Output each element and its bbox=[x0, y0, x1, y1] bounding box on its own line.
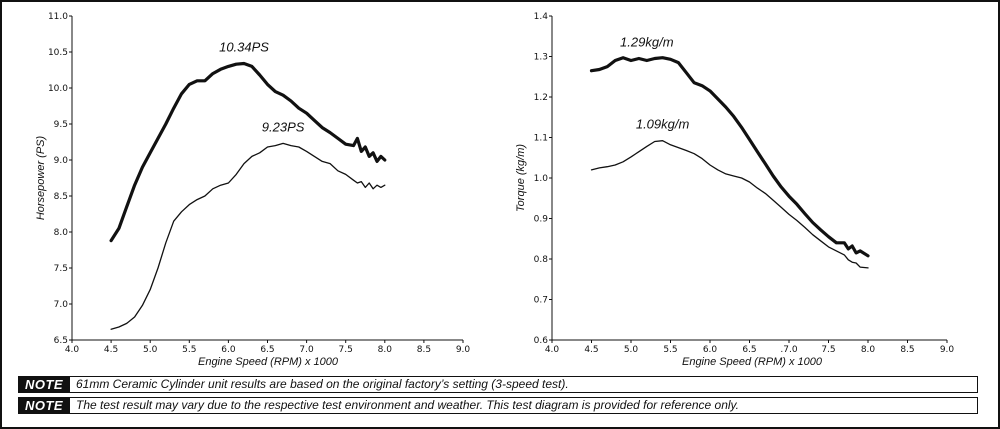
tq-y-tick-label: 1.0 bbox=[534, 174, 549, 184]
tq-y-tick-label: 0.9 bbox=[534, 215, 549, 225]
tq-y-axis-label: Torque (kg/m) bbox=[515, 144, 527, 212]
tq-x-tick-label: 4.5 bbox=[584, 345, 598, 355]
tq-y-tick-label: 1.3 bbox=[534, 53, 548, 63]
tq-x-tick-label: 7.5 bbox=[821, 345, 835, 355]
hp-x-tick-label: 5.5 bbox=[182, 345, 196, 355]
tq-ticks: 4.0 4.5 5.0 5.5 6.0 6.5 .7.0 7.5 8.0 8.5 9.0 0.6 0.7… bbox=[534, 12, 955, 355]
hp-x-tick-label: 6.5 bbox=[260, 345, 274, 355]
hp-x-axis-label: Engine Speed (RPM) x 1000 bbox=[198, 356, 339, 368]
tq-x-tick-label: 6.5 bbox=[742, 345, 756, 355]
horsepower-chart: 4.0 4.5 5.0 5.5 6.0 6.5 7.0 7.5 8.0 8.5 9.0 6.5 7.0 7… bbox=[35, 12, 470, 368]
tq-x-tick-label: 6.0 bbox=[703, 345, 718, 355]
hp-peak-label: 10.34PS bbox=[219, 40, 269, 55]
hp-x-tick-label: 7.5 bbox=[339, 345, 353, 355]
hp-peak-label: 9.23PS bbox=[262, 119, 305, 134]
tq-x-tick-label: 8.0 bbox=[861, 345, 876, 355]
tq-x-tick-label: 5.0 bbox=[624, 345, 639, 355]
note-row-1: NOTE 61mm Ceramic Cylinder unit results … bbox=[18, 376, 978, 393]
hp-x-tick-label: 6.0 bbox=[221, 345, 236, 355]
tq-x-tick-label: 8.5 bbox=[900, 345, 914, 355]
tq-x-tick-label: .7.0 bbox=[780, 345, 797, 355]
hp-y-tick-label: 7.0 bbox=[54, 300, 69, 310]
hp-x-tick-label: 5.0 bbox=[143, 345, 158, 355]
hp-series bbox=[109, 61, 387, 330]
hp-y-tick-label: 8.5 bbox=[54, 192, 68, 202]
hp-y-axis-label: Horsepower (PS) bbox=[35, 135, 47, 220]
tq-y-tick-label: 1.2 bbox=[534, 93, 548, 103]
tq-y-tick-label: 0.8 bbox=[534, 255, 549, 265]
hp-axes bbox=[71, 16, 463, 341]
note-tag: NOTE bbox=[18, 376, 70, 393]
hp-x-tick-label: 9.0 bbox=[456, 345, 471, 355]
hp-annotations: 10.34PS 9.23PS bbox=[219, 40, 305, 135]
hp-thin-series-line bbox=[110, 142, 386, 330]
hp-y-tick-label: 8.0 bbox=[54, 228, 69, 238]
hp-x-tick-label: 8.5 bbox=[417, 345, 431, 355]
tq-y-tick-label: 1.4 bbox=[534, 12, 549, 22]
hp-bold-series-line bbox=[109, 61, 387, 243]
hp-y-tick-label: 9.0 bbox=[54, 156, 69, 166]
tq-peak-label: 1.29kg/m bbox=[620, 35, 674, 50]
tq-thin-series-line bbox=[590, 140, 869, 269]
hp-y-tick-label: 9.5 bbox=[54, 120, 68, 130]
hp-x-tick-label: 4.0 bbox=[65, 345, 80, 355]
hp-y-tick-label: 10.5 bbox=[48, 48, 68, 58]
note-text: The test result may vary due to the resp… bbox=[70, 397, 978, 414]
note-text: 61mm Ceramic Cylinder unit results are b… bbox=[70, 376, 978, 393]
hp-ticks: 4.0 4.5 5.0 5.5 6.0 6.5 7.0 7.5 8.0 8.5 9.0 6.5 7.0 7… bbox=[48, 12, 470, 355]
tq-x-tick-label: 4.0 bbox=[545, 345, 560, 355]
tq-annotations: 1.29kg/m 1.09kg/m bbox=[620, 35, 689, 132]
hp-y-tick-label: 10.0 bbox=[48, 84, 68, 94]
hp-y-tick-label: 7.5 bbox=[54, 264, 68, 274]
note-tag: NOTE bbox=[18, 397, 70, 414]
tq-series bbox=[589, 56, 870, 269]
tq-bold-series-line bbox=[589, 56, 870, 258]
tq-x-axis-label: Engine Speed (RPM) x 1000 bbox=[682, 356, 823, 368]
hp-y-tick-label: 11.0 bbox=[48, 12, 68, 22]
tq-x-tick-label: 5.5 bbox=[663, 345, 677, 355]
tq-y-tick-label: 0.6 bbox=[534, 336, 549, 346]
tq-y-tick-label: 0.7 bbox=[534, 296, 548, 306]
tq-y-tick-label: 1.1 bbox=[534, 134, 548, 144]
tq-x-tick-label: 9.0 bbox=[940, 345, 955, 355]
hp-x-tick-label: 7.0 bbox=[299, 345, 314, 355]
torque-chart: 4.0 4.5 5.0 5.5 6.0 6.5 .7.0 7.5 8.0 8.5 9.0 0.6 0.7… bbox=[515, 12, 954, 368]
hp-x-tick-label: 8.0 bbox=[378, 345, 393, 355]
note-row-2: NOTE The test result may vary due to the… bbox=[18, 397, 978, 414]
hp-y-tick-label: 6.5 bbox=[54, 336, 68, 346]
hp-x-tick-label: 4.5 bbox=[104, 345, 118, 355]
tq-peak-label: 1.09kg/m bbox=[636, 117, 690, 132]
